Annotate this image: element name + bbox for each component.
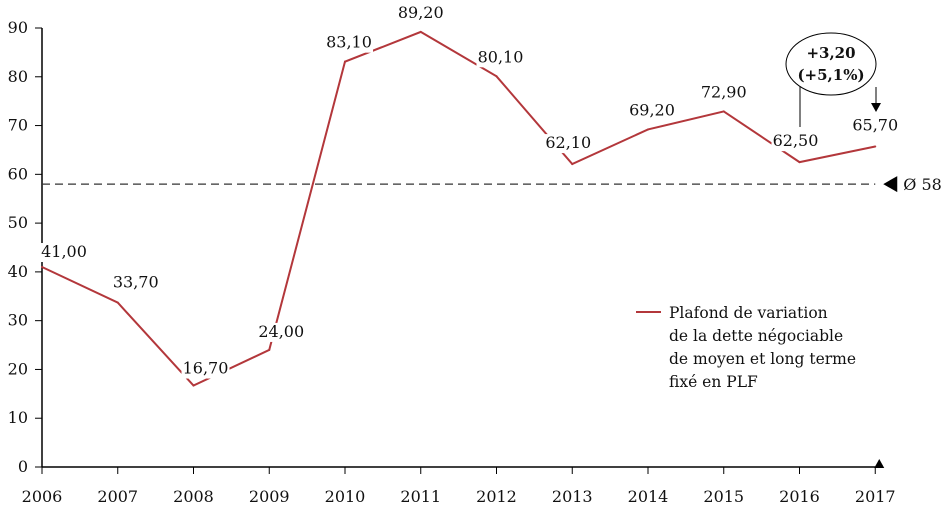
data-point: [116, 301, 119, 304]
y-tick-label: 60: [8, 164, 28, 183]
legend-text: Plafond de variation: [669, 304, 828, 322]
data-label-bg: [181, 359, 230, 379]
legend-text: de la dette négociable: [669, 327, 843, 345]
data-label-bg: [476, 48, 525, 68]
x-tick-label: 2010: [325, 487, 366, 506]
x-tick-label: 2014: [628, 487, 669, 506]
data-label-bg: [396, 3, 445, 23]
data-label-bg: [257, 322, 306, 342]
data-label: 69,20: [629, 100, 675, 119]
callout-ellipse: [785, 32, 877, 96]
data-label: 62,50: [773, 131, 819, 150]
callout-arrow-icon: [871, 103, 881, 112]
data-label: 83,10: [326, 33, 372, 52]
average-line-group: Ø 58: [42, 175, 942, 194]
data-label-bg: [325, 33, 373, 53]
data-point: [571, 163, 574, 166]
data-label: 89,20: [398, 3, 444, 22]
x-tick-label: 2009: [249, 487, 290, 506]
x-tick-label: 2011: [400, 487, 441, 506]
x-tick-label: 2012: [476, 487, 517, 506]
callout-annotation: +3,20 (+5,1%): [785, 32, 881, 127]
data-point: [798, 161, 801, 164]
y-tick-label: 50: [8, 213, 28, 232]
data-labels-group: 41,00 33,70 16,70 24,00 83,10 89,20 80,10 62,10…: [40, 3, 900, 379]
y-tick-label: 40: [8, 262, 28, 281]
data-label-bg: [771, 132, 820, 152]
data-point: [647, 128, 649, 131]
data-label-bg: [851, 116, 900, 136]
y-tick-label: 30: [8, 311, 28, 330]
data-label: 16,70: [183, 359, 229, 378]
data-label: 80,10: [478, 47, 524, 66]
data-point: [874, 145, 877, 148]
data-label-bg: [628, 101, 676, 121]
data-label: 65,70: [852, 116, 898, 135]
data-label-bg: [699, 83, 748, 103]
data-point: [41, 266, 43, 269]
y-tick-label: 70: [8, 116, 28, 135]
legend-text: de moyen et long terme: [669, 350, 856, 368]
x-tick-label: 2015: [703, 487, 744, 506]
data-label-bg: [40, 243, 88, 263]
data-label: 41,00: [41, 242, 87, 261]
legend: Plafond de variation de la dette négociab…: [636, 304, 856, 391]
x-tick-label: 2007: [97, 487, 138, 506]
y-tick-label: 90: [8, 18, 28, 37]
data-point: [268, 348, 271, 351]
y-tick-label: 10: [8, 408, 28, 427]
series-line: [41, 30, 876, 387]
data-label: 33,70: [113, 273, 159, 292]
data-label-bg: [111, 273, 160, 293]
legend-text: fixé en PLF: [669, 373, 758, 391]
data-label: 72,90: [701, 82, 747, 101]
axes: 0 10 20 30 40 50 60 70 80 90 2006 2007 2008 2009 2010 2…: [8, 18, 896, 506]
data-label: 24,00: [258, 322, 304, 341]
axis-end-marker-icon: [874, 459, 885, 468]
data-point: [495, 75, 498, 78]
y-tick-label: 20: [8, 359, 28, 378]
callout-text: +3,20: [806, 44, 855, 62]
y-tick-label: 0: [18, 457, 28, 476]
data-point: [344, 60, 346, 63]
x-tick-label: 2016: [779, 487, 820, 506]
data-point: [192, 384, 195, 387]
data-label-bg: [544, 134, 593, 154]
data-point: [722, 110, 725, 113]
x-tick-label: 2008: [173, 487, 214, 506]
data-point: [419, 30, 422, 33]
y-tick-label: 80: [8, 67, 28, 86]
x-tick-label: 2006: [22, 487, 63, 506]
average-pointer-icon: [883, 176, 898, 193]
callout-text: (+5,1%): [797, 66, 864, 84]
average-label: Ø 58: [903, 175, 942, 194]
x-tick-label: 2013: [552, 487, 593, 506]
series-group: [41, 30, 877, 387]
x-tick-label: 2017: [855, 487, 896, 506]
data-label: 62,10: [545, 133, 591, 152]
